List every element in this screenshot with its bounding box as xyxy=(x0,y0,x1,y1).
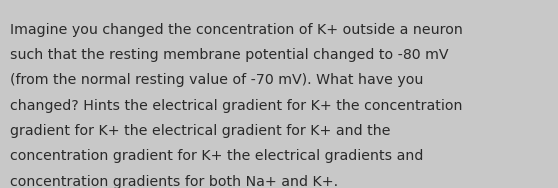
Text: such that the resting membrane potential changed to -80 mV: such that the resting membrane potential… xyxy=(10,48,449,62)
Text: concentration gradient for K+ the electrical gradients and: concentration gradient for K+ the electr… xyxy=(10,149,424,163)
Text: concentration gradients for both Na+ and K+.: concentration gradients for both Na+ and… xyxy=(10,175,338,188)
Text: changed? Hints the electrical gradient for K+ the concentration: changed? Hints the electrical gradient f… xyxy=(10,99,463,113)
Text: gradient for K+ the electrical gradient for K+ and the: gradient for K+ the electrical gradient … xyxy=(10,124,391,138)
Text: Imagine you changed the concentration of K+ outside a neuron: Imagine you changed the concentration of… xyxy=(10,23,463,36)
Text: (from the normal resting value of -70 mV). What have you: (from the normal resting value of -70 mV… xyxy=(10,73,424,87)
